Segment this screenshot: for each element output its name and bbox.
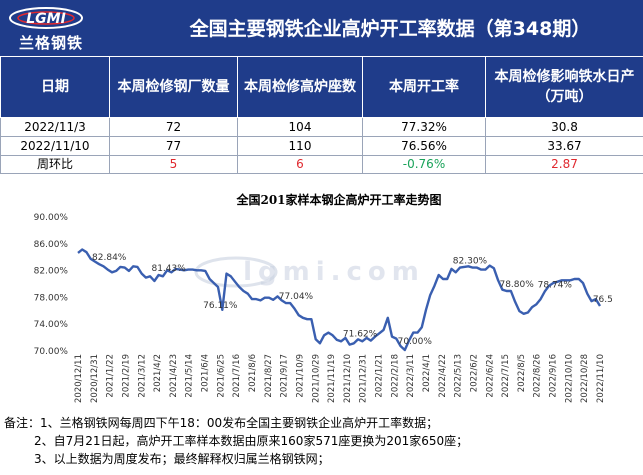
y-tick-label: 74.00% [34, 320, 69, 330]
table-row: 2022/11/10 77 110 76.56% 33.67 [0, 136, 643, 156]
x-tick-label: 2021/6/4 [201, 354, 211, 392]
y-tick-label: 86.00% [34, 240, 69, 250]
table-row: 2022/11/3 72 104 77.32% 30.8 [0, 117, 643, 137]
report-header: LGMI 兰格钢铁 全国主要钢铁企业高炉开工率数据（第348期） [0, 0, 643, 56]
x-tick-label: 2022/10/28 [580, 354, 590, 403]
brand-logo: LGMI 兰格钢铁 [4, 4, 96, 52]
table-header-row: 日期 本周检修钢厂数量 本周检修高炉座数 本周开工率 本周检修影响铁水日产（万吨… [0, 56, 643, 118]
data-label: 82.30% [453, 257, 488, 267]
data-label: 82.84% [92, 253, 127, 263]
x-tick-label: 2022/8/26 [533, 354, 543, 398]
chart-watermark-logo-icon [194, 256, 278, 288]
footnote-1: 备注：1、兰格钢铁网每周四下午18：00发布全国主要钢铁企业高炉开工率数据； [4, 416, 439, 430]
data-label: 77.04% [279, 292, 314, 302]
x-tick-label: 2021/12/31 [359, 354, 369, 403]
table-row-week-change: 周环比 5 6 -0.76% 2.87 [0, 155, 643, 174]
series-line [77, 248, 602, 352]
table-cell: 104 [237, 117, 363, 137]
table-cell-up: 2.87 [485, 155, 643, 174]
x-tick-label: 2022/1/21 [375, 354, 385, 398]
table-cell: 2022/11/10 [0, 136, 110, 156]
x-tick-label: 2021/10/9 [296, 354, 306, 398]
footnotes: 备注：1、兰格钢铁网每周四下午18：00发布全国主要钢铁企业高炉开工率数据； 2… [4, 414, 640, 468]
data-label: 76.11% [203, 301, 238, 311]
table-cell: 110 [237, 136, 363, 156]
y-tick-label: 90.00% [34, 213, 69, 223]
x-tick-label: 2021/12/10 [343, 354, 353, 403]
data-label: 78.74% [538, 280, 573, 290]
lgmi-logo-icon: LGMI [9, 7, 83, 29]
chart-svg: 全国201家样本钢企高炉开工率走势图 70.00% 74.00% 78.00% 82.0… [34, 192, 612, 403]
x-tick-label: 2022/3/11 [406, 354, 416, 398]
table-header-rate: 本周开工率 [362, 56, 486, 118]
x-tick-label: 2021/7/16 [232, 354, 242, 398]
x-tick-label: 2022/6/2 [470, 354, 480, 392]
x-tick-label: 2022/4/22 [438, 354, 448, 398]
brand-logo-text: 兰格钢铁 [18, 34, 83, 52]
footnote-3: 3、以上数据为周度发布；最终解释权归属兰格钢铁网； [34, 452, 330, 466]
x-tick-label: 2021/11/19 [327, 354, 337, 403]
x-tick-label: 2022/11/10 [596, 354, 606, 403]
table-cell: 2022/11/3 [0, 117, 110, 137]
x-tick-label: 2021/10/29 [311, 354, 321, 403]
footnote-2: 2、自7月21日起，高炉开工率样本数据由原来160家571座更换为201家650… [34, 434, 469, 448]
x-tick-label: 2022/8/5 [517, 354, 527, 392]
table-cell: 77.32% [362, 117, 486, 137]
data-label: 71.62% [343, 329, 378, 339]
y-tick-label: 82.00% [34, 267, 69, 277]
chart-watermark: lgmi.com [243, 257, 425, 287]
x-tick-label: 2021/4/23 [169, 354, 179, 398]
table-cell: 72 [109, 117, 238, 137]
table-cell: 30.8 [485, 117, 643, 137]
x-tick-label: 2022/2/18 [390, 354, 400, 398]
table-cell-up: 6 [237, 155, 363, 174]
x-tick-label: 2021/2/19 [122, 354, 132, 398]
chart-title: 全国201家样本钢企高炉开工率走势图 [235, 192, 441, 207]
data-label: 78.80% [499, 280, 534, 290]
x-tick-label: 2021/4/2 [153, 354, 163, 392]
data-label: 81.43% [151, 264, 186, 274]
table-cell-down: -0.76% [362, 155, 486, 174]
table-cell: 33.67 [485, 136, 643, 156]
y-tick-label: 70.00% [34, 347, 69, 357]
x-tick-label: 2022/10/10 [564, 354, 574, 403]
x-tick-label: 2022/5/13 [454, 354, 464, 398]
x-tick-label: 2021/3/12 [137, 354, 147, 398]
x-tick-label: 2021/8/27 [264, 354, 274, 398]
x-tick-label: 2021/6/25 [216, 354, 226, 398]
x-tick-label: 2021/8/6 [248, 354, 258, 392]
x-tick-label: 2022/7/15 [501, 354, 511, 398]
x-tick-label: 2022/4/1 [422, 354, 432, 392]
table-cell: 76.56% [362, 136, 486, 156]
svg-text:LGMI: LGMI [26, 11, 66, 27]
table-cell: 77 [109, 136, 238, 156]
data-label: 76.56% [593, 295, 612, 305]
blast-furnace-table: 日期 本周检修钢厂数量 本周检修高炉座数 本周开工率 本周检修影响铁水日产（万吨… [0, 56, 643, 174]
table-header-date: 日期 [0, 56, 110, 118]
table-header-mills: 本周检修钢厂数量 [109, 56, 238, 118]
utilization-chart: 全国201家样本钢企高炉开工率走势图 70.00% 74.00% 78.00% 82.0… [4, 188, 612, 410]
table-cell: 周环比 [0, 155, 110, 174]
x-tick-label: 2020/12/11 [74, 354, 84, 403]
x-tick-label: 2020/12/31 [90, 354, 100, 403]
x-tick-label: 2021/5/14 [185, 354, 195, 398]
table-header-output: 本周检修影响铁水日产（万吨） [485, 56, 643, 118]
x-tick-label: 2022/6/24 [485, 354, 495, 398]
table-cell-up: 5 [109, 155, 238, 174]
y-tick-label: 78.00% [34, 293, 69, 303]
table-header-furnaces: 本周检修高炉座数 [237, 56, 363, 118]
x-tick-label: 2021/1/22 [106, 354, 116, 398]
page-title: 全国主要钢铁企业高炉开工率数据（第348期） [189, 18, 591, 40]
x-tick-label: 2022/9/16 [549, 354, 559, 398]
x-tick-label: 2021/9/17 [280, 354, 290, 398]
data-label: 70.00% [398, 337, 433, 347]
